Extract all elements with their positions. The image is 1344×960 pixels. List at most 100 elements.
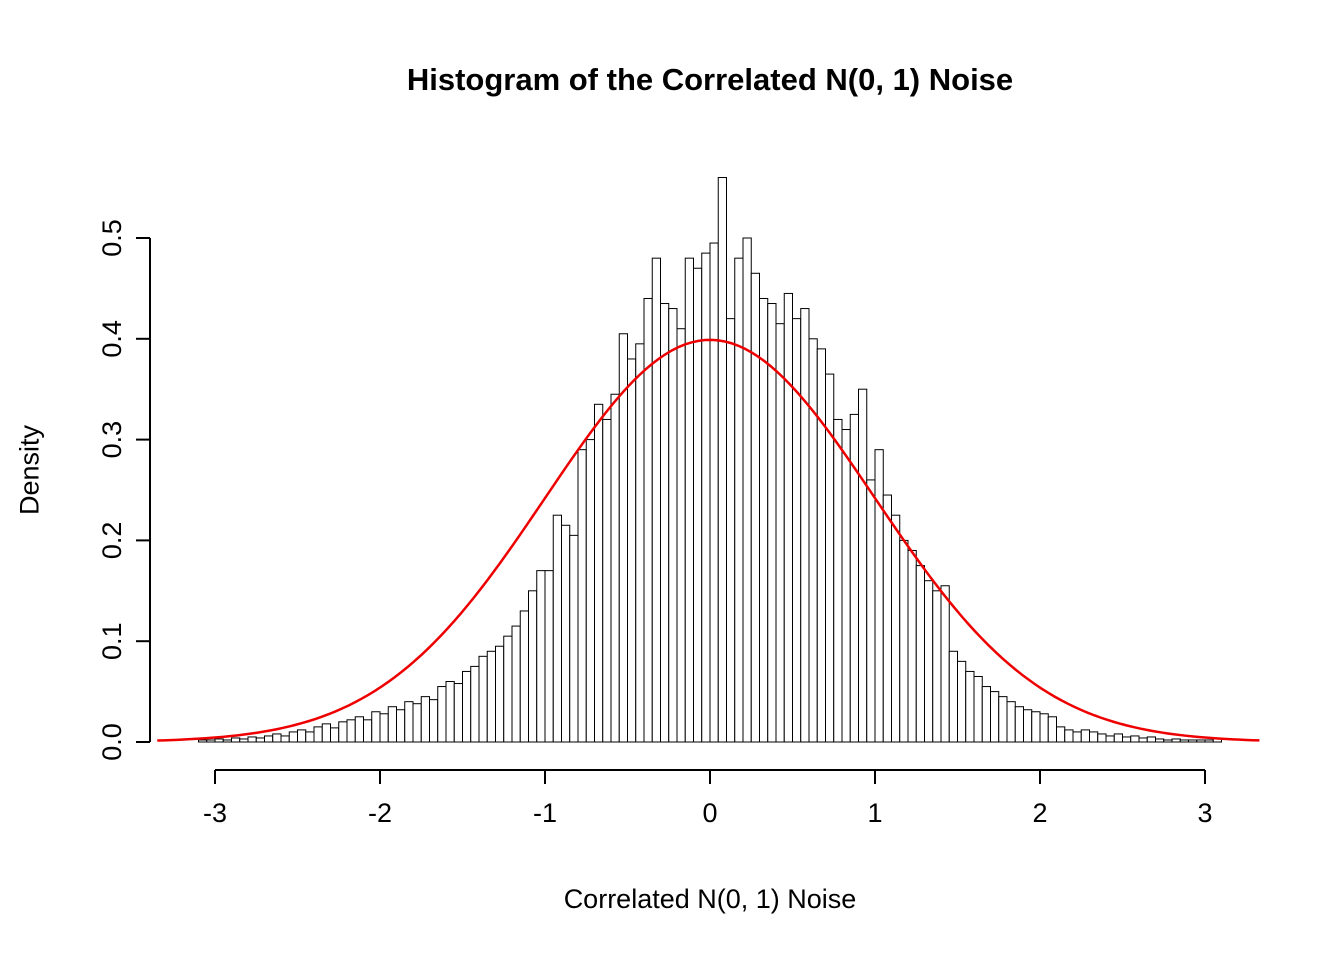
histogram-bar [668, 308, 678, 743]
histogram-bar [783, 292, 793, 743]
histogram-bar [915, 565, 925, 743]
histogram-bar [742, 237, 752, 743]
histogram-bar [412, 703, 422, 743]
histogram-bar [371, 711, 381, 743]
histogram-bar [330, 727, 340, 743]
histogram-bar [965, 670, 975, 743]
histogram-bar [1097, 733, 1107, 743]
histogram-bar [288, 731, 298, 743]
y-tick-label: 0.1 [97, 622, 127, 660]
histogram-bar [1064, 729, 1074, 743]
y-axis-label: Density [14, 424, 45, 516]
histogram-bar [1122, 736, 1132, 743]
histogram-bar [346, 719, 356, 743]
histogram-bar [272, 733, 282, 743]
histogram-bar [528, 590, 538, 743]
histogram-bar [495, 645, 505, 743]
histogram-bar [957, 660, 967, 743]
histogram-bar [693, 267, 703, 743]
normal-density-curve [157, 338, 1260, 742]
histogram-bar [1130, 735, 1140, 743]
histogram-bar [561, 524, 571, 743]
chart-title: Histogram of the Correlated N(0, 1) Nois… [406, 62, 1014, 97]
histogram-bar [990, 691, 1000, 743]
histogram-bar [569, 534, 579, 743]
histogram-bar [264, 735, 274, 743]
histogram-bar [1089, 731, 1099, 743]
x-tick-label: -2 [368, 798, 392, 828]
x-tick-label: 0 [702, 798, 717, 828]
histogram-bar [478, 655, 488, 743]
histogram-bar [255, 737, 265, 743]
histogram-bar [1072, 731, 1082, 743]
histogram-bar [280, 735, 290, 743]
y-tick-label: 0.2 [97, 522, 127, 560]
histogram-bar [973, 675, 983, 743]
histogram-bar [1031, 711, 1041, 743]
histogram-bar [759, 297, 769, 743]
histogram-bar [1047, 716, 1057, 743]
histogram-bar [594, 403, 604, 743]
y-tick-label: 0.0 [97, 723, 127, 761]
histogram-bar [338, 721, 348, 743]
histogram-bar [305, 731, 315, 743]
histogram-bar [726, 318, 736, 743]
histogram-bar [792, 318, 802, 743]
histogram-bar [734, 257, 744, 743]
histogram-bar [503, 635, 513, 743]
histogram-bar [635, 343, 645, 743]
histogram-bar [858, 388, 868, 743]
histogram-bar [247, 736, 257, 743]
histogram-bar [1146, 736, 1156, 743]
x-tick-label: 2 [1032, 798, 1047, 828]
histogram-bar [833, 418, 843, 743]
histogram-bar [866, 479, 876, 743]
histogram-bar [932, 590, 942, 743]
histogram-bar [321, 723, 331, 743]
histogram-bar [511, 625, 521, 743]
histogram-bar [684, 257, 694, 743]
histogram-bar [313, 726, 323, 743]
x-tick-label: 3 [1197, 798, 1212, 828]
histogram-bar [429, 699, 439, 743]
histogram-bar [1014, 706, 1024, 743]
histogram-bar [891, 514, 901, 743]
histogram-bar [420, 696, 430, 743]
histogram-bar [717, 177, 727, 743]
histogram-bar [816, 348, 826, 743]
y-tick-label: 0.3 [97, 421, 127, 459]
histogram-bar [544, 570, 554, 743]
histogram-bar [462, 670, 472, 743]
histogram-bar [899, 539, 909, 743]
histogram-bar [775, 323, 785, 743]
histogram-bar [841, 429, 851, 743]
histogram-bar [610, 393, 620, 743]
histogram-bar [1006, 701, 1016, 743]
histogram-bar [577, 449, 587, 743]
histogram-bar [709, 242, 719, 743]
histogram-bar [486, 650, 496, 743]
histogram-bar [470, 665, 480, 743]
histogram-bar [1105, 735, 1115, 743]
histogram-bar [519, 610, 529, 743]
histogram-bar [627, 358, 637, 743]
histogram-bar [750, 272, 760, 743]
histogram-bar [998, 696, 1008, 743]
histogram-bar [1039, 713, 1049, 743]
histogram-bar [387, 706, 397, 743]
histogram-bar [363, 719, 373, 743]
histogram-bar [1113, 733, 1123, 743]
histogram-bar [981, 686, 991, 743]
histogram-bar [1138, 737, 1148, 743]
histogram-bar [907, 549, 917, 743]
histogram-bar [1023, 709, 1033, 743]
histogram-bar [445, 681, 455, 743]
histogram-bar [940, 585, 950, 743]
histogram-bar [882, 494, 892, 743]
histogram-bar [552, 514, 562, 743]
histogram-bar [651, 257, 661, 743]
histogram-bar [676, 328, 686, 743]
histogram-bar [437, 686, 447, 743]
